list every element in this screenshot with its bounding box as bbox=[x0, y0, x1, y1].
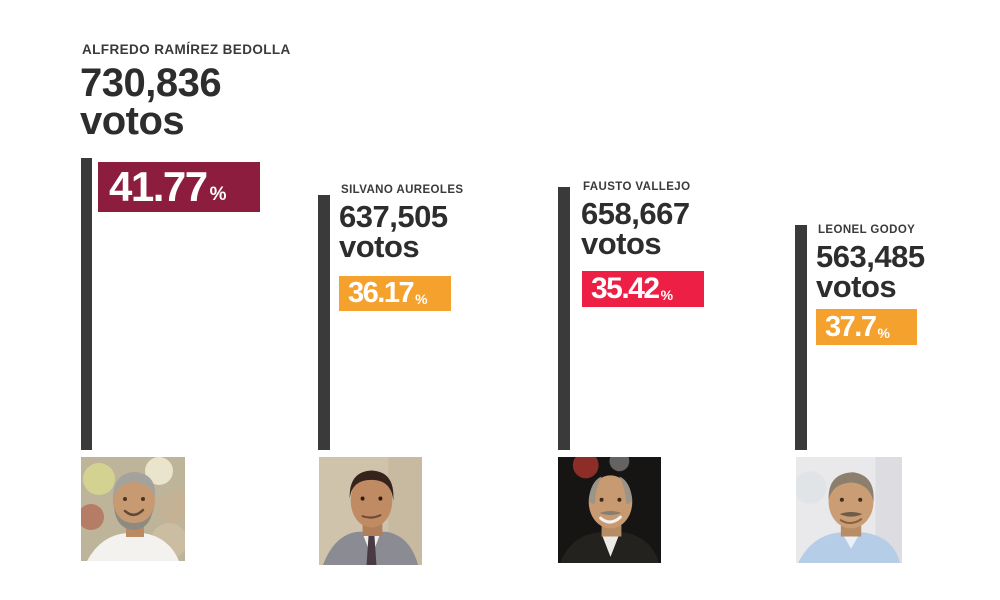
percentage-value: 37.7 bbox=[825, 310, 877, 343]
portrait-illustration bbox=[796, 457, 902, 563]
percent-sign: % bbox=[415, 291, 428, 307]
votes-label: votos bbox=[581, 226, 662, 261]
candidate-photo bbox=[796, 457, 902, 563]
vote-bar bbox=[81, 158, 92, 450]
percentage-badge: 35.42% bbox=[582, 271, 704, 307]
candidate-votes: 730,836 votos bbox=[80, 61, 222, 143]
votes-number: 730,836 bbox=[80, 61, 222, 105]
percentage-badge: 37.7% bbox=[816, 309, 917, 345]
candidate-name: SILVANO AUREOLES bbox=[341, 184, 464, 196]
portrait-illustration bbox=[319, 457, 422, 565]
candidate-votes: 563,485 votos bbox=[816, 239, 925, 304]
votes-number: 637,505 bbox=[339, 199, 448, 234]
percent-sign: % bbox=[209, 184, 227, 205]
candidate-name: ALFREDO RAMÍREZ BEDOLLA bbox=[82, 42, 291, 57]
votes-label: votos bbox=[339, 229, 420, 264]
percentage-badge: 41.77% bbox=[98, 162, 260, 212]
candidate-photo bbox=[558, 457, 661, 563]
votes-label: votos bbox=[816, 269, 897, 304]
candidate-photo bbox=[81, 457, 185, 561]
vote-bar bbox=[318, 195, 330, 450]
candidate-photo bbox=[319, 457, 422, 565]
votes-label: votos bbox=[80, 99, 185, 143]
vote-bar bbox=[795, 225, 807, 450]
candidate-name: FAUSTO VALLEJO bbox=[583, 181, 691, 193]
candidate-votes: 658,667 votos bbox=[581, 196, 690, 261]
percent-sign: % bbox=[877, 325, 890, 341]
percent-sign: % bbox=[660, 287, 674, 303]
portrait-illustration bbox=[558, 457, 661, 563]
votes-number: 563,485 bbox=[816, 239, 925, 274]
candidate-votes: 637,505 votos bbox=[339, 199, 448, 264]
votes-number: 658,667 bbox=[581, 196, 690, 231]
candidate-name: LEONEL GODOY bbox=[818, 224, 916, 236]
vote-bar bbox=[558, 187, 570, 450]
percentage-value: 36.17 bbox=[348, 277, 415, 309]
percentage-value: 41.77 bbox=[109, 163, 208, 210]
portrait-illustration bbox=[81, 457, 185, 561]
percentage-value: 35.42 bbox=[591, 272, 660, 305]
percentage-badge: 36.17% bbox=[339, 276, 451, 311]
